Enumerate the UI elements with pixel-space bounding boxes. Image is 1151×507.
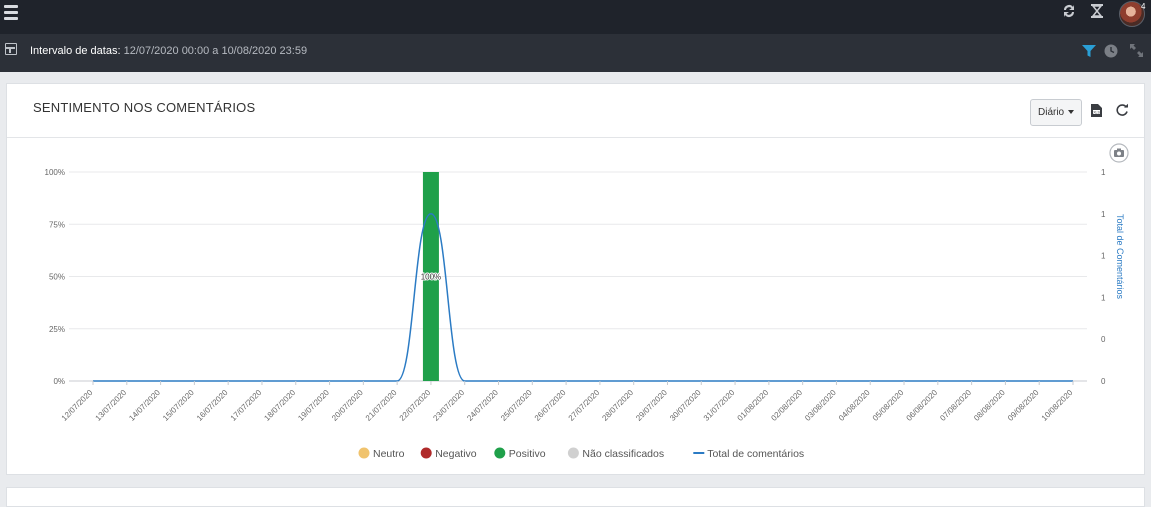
- sentiment-card: SENTIMENTO NOS COMENTÁRIOS Diário XLS 10…: [6, 83, 1145, 475]
- date-range-label: Intervalo de datas: 12/07/2020 00:00 a 1…: [30, 45, 307, 57]
- legend-label: Não classificados: [582, 448, 664, 460]
- x-tick-label: 23/07/2020: [431, 388, 466, 423]
- x-tick-label: 04/08/2020: [837, 388, 872, 423]
- x-tick-label: 16/07/2020: [195, 388, 230, 423]
- y-tick-label-right: 0: [1101, 335, 1106, 344]
- svg-text:XLS: XLS: [1093, 110, 1100, 114]
- x-tick-label: 12/07/2020: [60, 388, 95, 423]
- x-tick-label: 29/07/2020: [634, 388, 669, 423]
- user-avatar[interactable]: [1119, 1, 1145, 27]
- y-tick-label-left: 50%: [49, 273, 65, 282]
- y-tick-label-right: 0: [1101, 377, 1106, 386]
- x-tick-label: 25/07/2020: [499, 388, 534, 423]
- legend-item[interactable]: Total de comentários: [693, 448, 804, 460]
- y-tick-label-right: 1: [1101, 293, 1106, 302]
- legend-marker: [494, 447, 506, 459]
- x-tick-label: 05/08/2020: [871, 388, 906, 423]
- refresh-icon[interactable]: [1061, 3, 1077, 19]
- expand-icon[interactable]: [1129, 43, 1144, 58]
- x-tick-label: 01/08/2020: [736, 388, 771, 423]
- x-tick-label: 31/07/2020: [702, 388, 737, 423]
- export-file-icon[interactable]: XLS: [1091, 104, 1102, 117]
- legend-item[interactable]: Não classificados: [567, 447, 664, 461]
- x-tick-label: 13/07/2020: [94, 388, 129, 423]
- legend-marker: [420, 447, 432, 459]
- x-tick-label: 14/07/2020: [127, 388, 162, 423]
- legend-label: Positivo: [509, 448, 546, 460]
- x-tick-label: 21/07/2020: [364, 388, 399, 423]
- legend-item[interactable]: Positivo: [494, 447, 546, 461]
- card-title: SENTIMENTO NOS COMENTÁRIOS: [33, 100, 256, 115]
- x-tick-label: 18/07/2020: [262, 388, 297, 423]
- y-axis-label-right: Total de Comentários: [1115, 214, 1125, 300]
- x-tick-label: 28/07/2020: [600, 388, 635, 423]
- y-tick-label-left: 0%: [53, 377, 65, 386]
- x-tick-label: 07/08/2020: [938, 388, 973, 423]
- period-select[interactable]: Diário: [1030, 99, 1082, 126]
- camera-icon[interactable]: [1109, 143, 1129, 163]
- legend-label: Neutro: [373, 448, 405, 460]
- bar-positivo: [422, 172, 439, 381]
- x-tick-label: 09/08/2020: [1006, 388, 1041, 423]
- x-tick-label: 26/07/2020: [533, 388, 568, 423]
- date-range-bar: Intervalo de datas: 12/07/2020 00:00 a 1…: [0, 34, 1151, 72]
- y-tick-label-right: 1: [1101, 210, 1106, 219]
- sentiment-chart: 100% 0% 25% 50% 75% 100% 0 0 1 1 1 1 Total de Comen…: [45, 143, 1129, 461]
- x-tick-label: 20/07/2020: [330, 388, 365, 423]
- x-tick-label: 02/08/2020: [769, 388, 804, 423]
- layout-icon[interactable]: [5, 43, 17, 55]
- y-tick-label-right: 1: [1101, 252, 1106, 261]
- x-tick-label: 24/07/2020: [465, 388, 500, 423]
- x-tick-label: 15/07/2020: [161, 388, 196, 423]
- hourglass-icon[interactable]: [1090, 3, 1104, 19]
- x-tick-label: 27/07/2020: [567, 388, 602, 423]
- chevron-down-icon: [1068, 110, 1075, 115]
- filter-icon[interactable]: [1082, 44, 1096, 58]
- clock-icon[interactable]: [1104, 44, 1118, 58]
- x-tick-label: 06/08/2020: [905, 388, 940, 423]
- card-header-divider: [7, 137, 1144, 138]
- legend-label: Negativo: [435, 448, 477, 460]
- x-tick-label: 08/08/2020: [972, 388, 1007, 423]
- x-tick-label: 17/07/2020: [229, 388, 264, 423]
- x-tick-label: 30/07/2020: [668, 388, 703, 423]
- x-tick-label: 03/08/2020: [803, 388, 838, 423]
- y-tick-label-left: 75%: [49, 220, 65, 229]
- legend-item[interactable]: Negativo: [420, 447, 477, 461]
- legend-marker: [567, 447, 579, 459]
- top-navbar: 4: [0, 0, 1151, 34]
- legend-item[interactable]: Neutro: [358, 447, 405, 461]
- next-card: [6, 487, 1145, 507]
- legend-marker: [358, 447, 370, 459]
- date-range-value: 12/07/2020 00:00 a 10/08/2020 23:59: [123, 45, 308, 57]
- y-tick-label-left: 25%: [49, 325, 65, 334]
- date-range-title: Intervalo de datas:: [30, 45, 121, 57]
- line-total-comentarios: [93, 213, 1073, 382]
- x-tick-label: 19/07/2020: [296, 388, 331, 423]
- bar-data-label: 100%: [421, 273, 441, 282]
- y-tick-label-left: 100%: [45, 168, 65, 177]
- legend-label: Total de comentários: [707, 448, 804, 460]
- notification-badge: 4: [1141, 2, 1146, 11]
- y-tick-label-right: 1: [1101, 168, 1106, 177]
- x-tick-label: 10/08/2020: [1040, 388, 1075, 423]
- refresh-icon[interactable]: [1115, 103, 1129, 117]
- hamburger-menu-icon[interactable]: [4, 5, 18, 21]
- period-select-value: Diário: [1038, 107, 1065, 118]
- x-tick-label: 22/07/2020: [398, 388, 433, 423]
